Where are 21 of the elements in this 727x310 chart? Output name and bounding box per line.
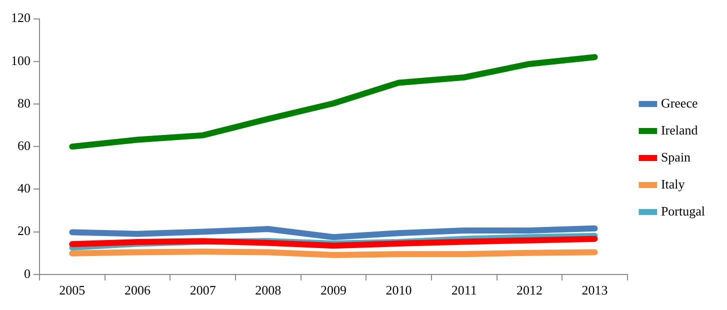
y-tick-label: 120	[11, 10, 30, 26]
x-tick-label: 2005	[59, 282, 86, 298]
y-tick-label: 100	[11, 52, 30, 68]
x-tick-label: 2012	[516, 282, 542, 298]
legend-label: Greece	[660, 95, 698, 110]
legend-label: Portugal	[660, 203, 706, 218]
x-tick-label: 2011	[451, 282, 477, 298]
y-tick-label: 20	[18, 223, 30, 238]
legend-label: Italy	[660, 176, 686, 192]
legend-label: Spain	[660, 149, 692, 164]
x-tick-label: 2007	[190, 282, 216, 298]
x-tick-label: 2013	[582, 282, 608, 298]
x-tick-label: 2006	[124, 282, 151, 298]
x-tick-label: 2009	[320, 282, 346, 298]
y-tick-label: 40	[18, 180, 30, 196]
y-tick-label: 0	[24, 266, 30, 281]
legend-label: Ireland	[660, 122, 698, 138]
y-tick-label: 60	[18, 138, 30, 154]
x-tick-label: 2010	[386, 282, 412, 298]
y-tick-label: 80	[18, 95, 30, 110]
x-tick-label: 2008	[255, 282, 282, 298]
